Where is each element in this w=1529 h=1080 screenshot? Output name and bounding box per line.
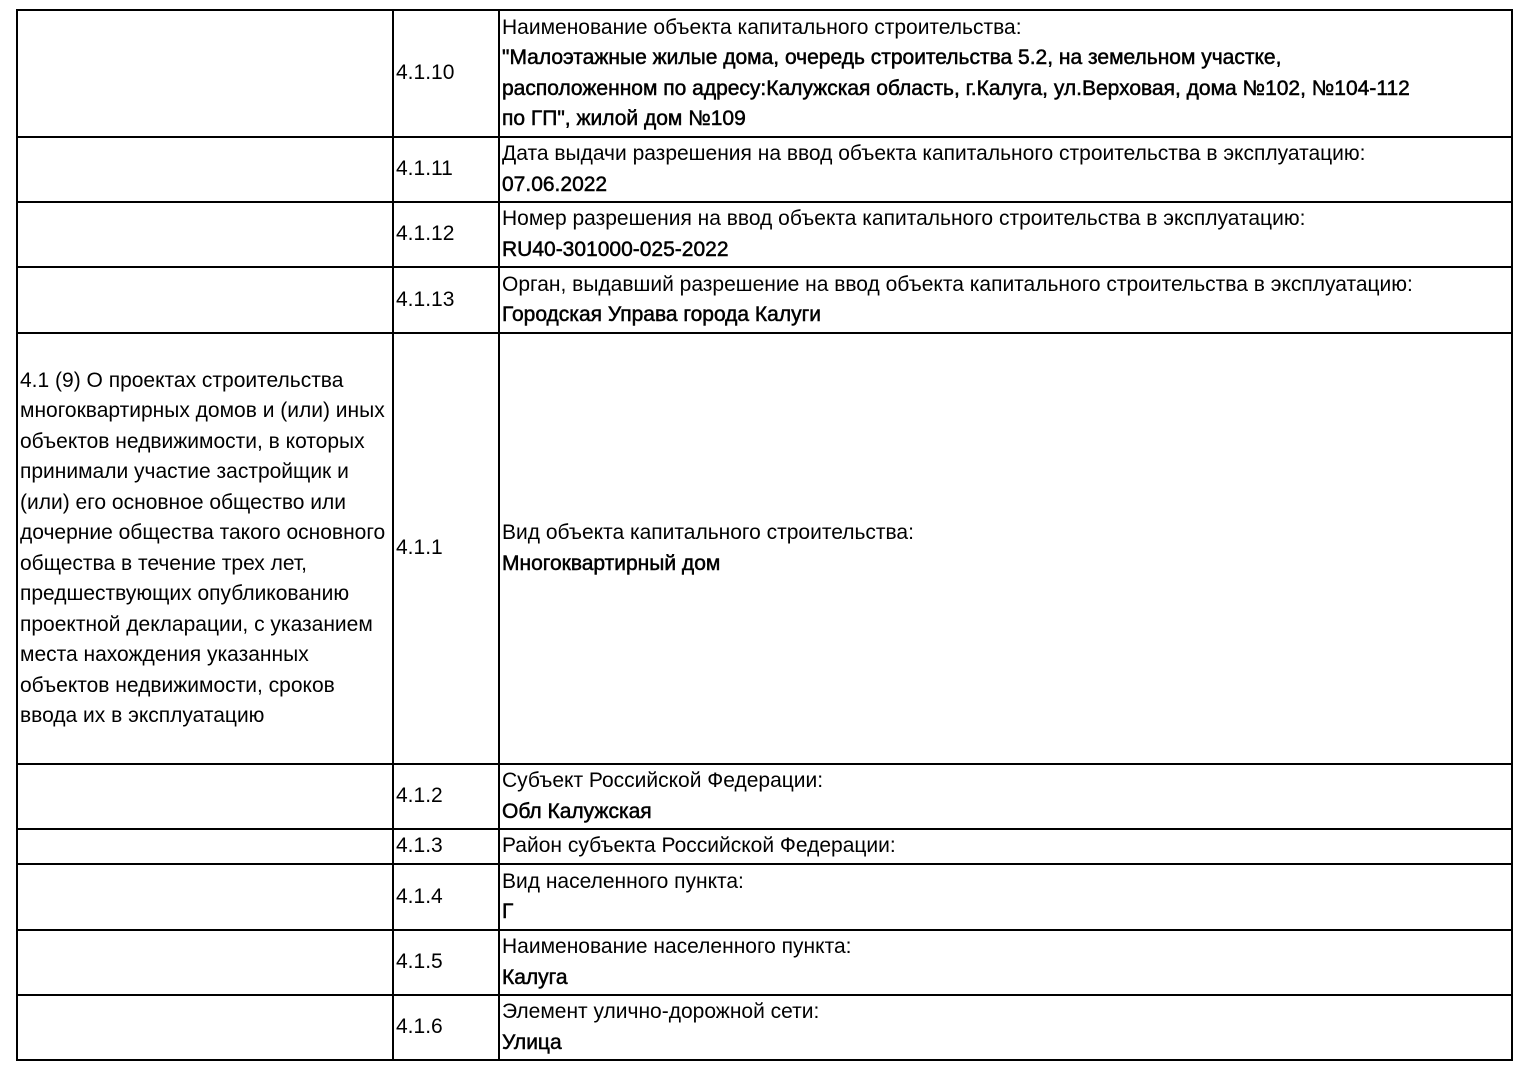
section-cell	[16, 201, 394, 268]
table-row: 4.1.6 Элемент улично-дорожной сети: Улица	[16, 994, 1513, 1061]
item-content: Орган, выдавший разрешение на ввод объек…	[498, 266, 1513, 334]
section-cell	[16, 828, 394, 865]
table-row: 4.1.4 Вид населенного пункта: Г	[16, 863, 1513, 931]
item-code: 4.1.3	[392, 828, 500, 865]
item-content: Район субъекта Российской Федерации:	[498, 828, 1513, 865]
item-label: Элемент улично-дорожной сети:	[502, 1000, 820, 1023]
item-content: Элемент улично-дорожной сети: Улица	[498, 994, 1513, 1061]
item-value: Многоквартирный дом	[502, 551, 721, 575]
item-label: Орган, выдавший разрешение на ввод объек…	[502, 272, 1413, 296]
table-row: 4.1.10 Наименование объекта капитального …	[16, 9, 1513, 138]
item-code: 4.1.5	[392, 929, 500, 996]
item-value: расположенном по адресу:Калужская област…	[502, 76, 1410, 100]
item-value: RU40-301000-025-2022	[502, 237, 729, 261]
section-cell	[16, 929, 394, 996]
item-code: 4.1.4	[392, 863, 500, 931]
item-code: 4.1.12	[392, 201, 500, 268]
item-content: Номер разрешения на ввод объекта капитал…	[498, 201, 1513, 268]
item-content: Вид населенного пункта: Г	[498, 863, 1513, 931]
table-row: 4.1.3 Район субъекта Российской Федерации…	[16, 828, 1513, 865]
item-label: Вид населенного пункта:	[502, 869, 744, 893]
section-cell	[16, 994, 394, 1061]
item-content: Дата выдачи разрешения на ввод объекта к…	[498, 136, 1513, 203]
item-value: "Малоэтажные жилые дома, очередь строите…	[502, 46, 1282, 69]
item-label: Дата выдачи разрешения на ввод объекта к…	[502, 142, 1366, 165]
table-body: 4.1.10 Наименование объекта капитального …	[16, 9, 1513, 1061]
item-label: Район субъекта Российской Федерации:	[502, 834, 896, 858]
item-content: Субъект Российской Федерации: Обл Калужск…	[498, 763, 1513, 830]
section-cell	[16, 136, 394, 203]
item-label: Субъект Российской Федерации:	[502, 769, 824, 792]
section-cell	[16, 763, 394, 830]
item-label: Номер разрешения на ввод объекта капитал…	[502, 207, 1306, 230]
item-code: 4.1.2	[392, 763, 500, 830]
item-content: Наименование объекта капитального строит…	[498, 9, 1513, 138]
item-value: Г	[502, 900, 514, 923]
item-code: 4.1.1	[392, 332, 500, 765]
table-row: 4.1.13 Орган, выдавший разрешение на ввод…	[16, 266, 1513, 334]
item-content: Наименование населенного пункта: Калуга	[498, 929, 1513, 996]
item-value: Улица	[502, 1030, 562, 1054]
item-code: 4.1.10	[392, 9, 500, 138]
section-cell	[16, 9, 394, 138]
table-row: 4.1 (9) О проектах строительства многокв…	[16, 332, 1513, 765]
item-label: Наименование населенного пункта:	[502, 935, 852, 958]
item-value: по ГП", жилой дом №109	[502, 107, 746, 130]
declaration-table: 4.1.10 Наименование объекта капитального …	[16, 9, 1513, 1061]
item-value: Городская Управа города Калуги	[502, 303, 822, 326]
item-label: Наименование объекта капитального строит…	[502, 15, 1022, 39]
item-content: Вид объекта капитального строительства: М…	[498, 332, 1513, 765]
item-code: 4.1.13	[392, 266, 500, 334]
table-row: 4.1.11 Дата выдачи разрешения на ввод объ…	[16, 136, 1513, 203]
item-value: Калуга	[502, 965, 568, 989]
table-row: 4.1.5 Наименование населенного пункта: Кал…	[16, 929, 1513, 996]
section-cell	[16, 863, 394, 931]
section-cell	[16, 266, 394, 334]
table-row: 4.1.2 Субъект Российской Федерации: Обл Ка…	[16, 763, 1513, 830]
item-value: Обл Калужская	[502, 799, 652, 823]
item-code: 4.1.6	[392, 994, 500, 1061]
table-row: 4.1.12 Номер разрешения на ввод объекта к…	[16, 201, 1513, 268]
item-value: 07.06.2022	[502, 172, 608, 196]
section-cell: 4.1 (9) О проектах строительства многокв…	[16, 332, 394, 765]
item-code: 4.1.11	[392, 136, 500, 203]
item-label: Вид объекта капитального строительства:	[502, 521, 914, 544]
